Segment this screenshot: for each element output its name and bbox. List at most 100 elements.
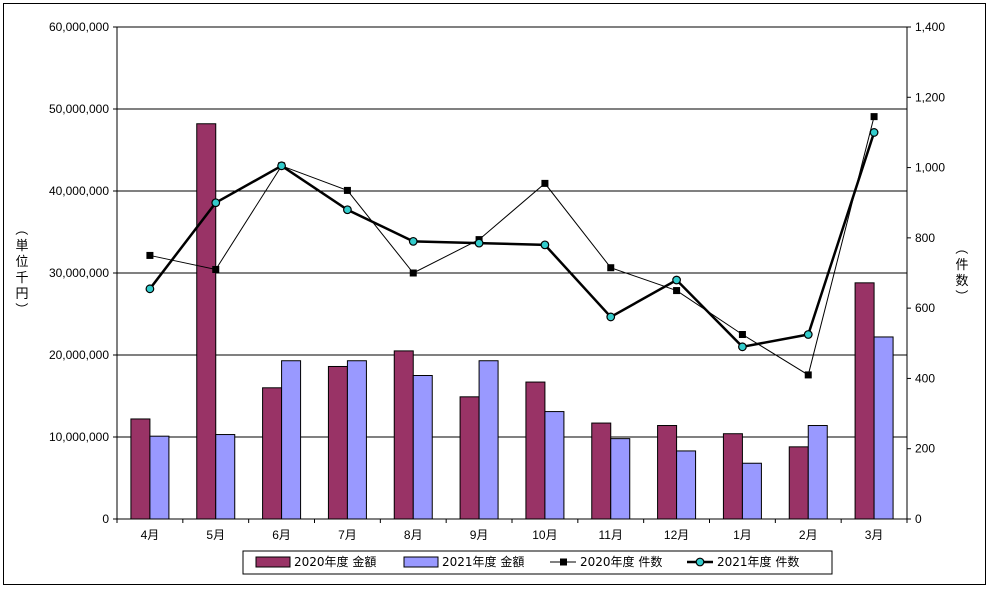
- marker-2021-count: [672, 275, 681, 285]
- left-axis-ticks: 0 10,000,000 20,000,000 30,000,000 40,000,00…: [49, 20, 117, 526]
- right-axis-title-char: 数: [955, 274, 968, 289]
- marker-2020-count: [738, 331, 746, 338]
- right-axis-title-char: ）: [953, 289, 968, 302]
- bar-2020-amount: [196, 123, 217, 520]
- bar-2020-amount: [591, 422, 612, 520]
- marker-2020-count: [870, 113, 878, 121]
- marker-2020-count: [343, 186, 351, 194]
- bar-2021-amount: [676, 450, 697, 520]
- marker-2021-count: [145, 284, 155, 294]
- bar-2021-amount: [149, 435, 170, 520]
- left-tick-label: 30,000,000: [49, 266, 109, 280]
- right-tick-label: 1,200: [915, 90, 945, 104]
- right-tick-label: 400: [915, 371, 935, 385]
- legend: 2020年度 金額 2021年度 金額 2020年度 件数 2021年度 件数: [242, 550, 833, 575]
- marker-2021-count: [408, 236, 418, 246]
- x-tick-label: 2月: [799, 528, 818, 542]
- bar-2021-amount: [544, 411, 565, 520]
- left-tick-label: 60,000,000: [49, 20, 109, 34]
- bar-2021-amount: [412, 375, 433, 520]
- right-axis-title-char: （: [953, 241, 968, 254]
- x-tick-label: 4月: [141, 528, 160, 542]
- marker-2020-count: [541, 179, 549, 187]
- x-axis-ticks: 4月 5月 6月 7月 8月 9月 10月 11月 12月 1月 2月 3月: [116, 519, 908, 542]
- legend-box: [242, 550, 833, 575]
- x-tick-label: 3月: [865, 528, 884, 542]
- bar-2021-amount: [807, 425, 828, 520]
- marker-2020-count: [146, 251, 154, 259]
- legend-label: 2021年度 金額: [442, 554, 524, 569]
- bar-2021-amount: [281, 360, 302, 520]
- right-tick-label: 600: [915, 301, 935, 315]
- legend-swatch: [255, 556, 291, 568]
- chart-frame: 0 10,000,000 20,000,000 30,000,000 40,000,00…: [3, 3, 986, 585]
- line-2021-count: [148, 132, 876, 349]
- right-axis-title-char: 件: [955, 258, 968, 273]
- right-tick-label: 800: [915, 231, 935, 245]
- x-tick-label: 9月: [470, 528, 489, 542]
- left-tick-label: 20,000,000: [49, 348, 109, 362]
- x-tick-label: 8月: [404, 528, 423, 542]
- right-tick-label: 1,000: [915, 161, 945, 175]
- series-lines: [145, 113, 879, 379]
- right-tick-label: 200: [915, 442, 935, 456]
- x-tick-label: 5月: [206, 528, 225, 542]
- legend-label: 2021年度 件数: [717, 554, 799, 569]
- marker-2021-count: [474, 238, 484, 248]
- legend-label: 2020年度 金額: [294, 554, 376, 569]
- left-axis-title-char: 単: [15, 238, 28, 254]
- left-tick-label: 50,000,000: [49, 102, 109, 116]
- left-axis-title-char: （: [13, 222, 28, 235]
- marker-2021-count: [277, 161, 286, 171]
- x-tick-label: 1月: [733, 528, 752, 542]
- x-tick-label: 12月: [664, 528, 689, 542]
- x-tick-label: 11月: [599, 528, 623, 542]
- legend-swatch: [403, 556, 439, 568]
- bar-2021-amount: [873, 336, 894, 520]
- x-tick-label: 10月: [532, 528, 557, 542]
- x-tick-label: 6月: [272, 528, 291, 542]
- bar-2020-amount: [393, 350, 414, 520]
- bar-2020-amount: [722, 433, 743, 520]
- left-tick-label: 10,000,000: [49, 430, 109, 444]
- marker-2021-count: [803, 330, 813, 339]
- left-tick-label: 0: [102, 512, 109, 526]
- marker-2020-count: [212, 265, 220, 273]
- legend-marker: [695, 557, 705, 567]
- left-axis-title-char: ）: [13, 302, 28, 315]
- bar-2020-amount: [459, 396, 480, 520]
- bar-2020-amount: [788, 446, 809, 520]
- bar-2020-amount: [854, 282, 875, 520]
- bar-2021-amount: [478, 360, 499, 520]
- marker-2021-count: [211, 198, 221, 208]
- marker-2021-count: [540, 240, 550, 250]
- bar-2020-amount: [130, 418, 151, 520]
- marker-2021-count: [738, 342, 747, 352]
- right-axis-title: （ 件数）: [953, 241, 969, 302]
- chart-svg: 0 10,000,000 20,000,000 30,000,000 40,000,00…: [13, 20, 969, 575]
- left-axis-title-char: 位: [15, 255, 28, 270]
- legend-marker: [560, 558, 567, 566]
- legend-label: 2020年度 件数: [580, 554, 662, 569]
- bar-2020-amount: [657, 425, 678, 520]
- bar-2020-amount: [327, 365, 348, 520]
- left-tick-label: 40,000,000: [49, 184, 109, 198]
- marker-2021-count: [343, 205, 352, 215]
- bar-2021-amount: [215, 434, 236, 520]
- bar-2020-amount: [262, 387, 283, 520]
- bar-2021-amount: [346, 360, 367, 520]
- right-tick-label: 0: [915, 512, 922, 526]
- line-2020-count: [149, 116, 875, 376]
- marker-2020-count: [409, 269, 417, 277]
- marker-2020-count: [607, 264, 615, 272]
- left-axis-title-char: 円: [15, 287, 28, 302]
- x-tick-label: 7月: [338, 528, 357, 542]
- marker-2020-count: [804, 371, 812, 379]
- left-axis-title-char: 千: [15, 271, 28, 286]
- marker-2021-count: [869, 128, 879, 137]
- marker-2020-count: [673, 287, 681, 295]
- right-axis-ticks: 0 200 400 600 800 1,000 1,200 1,400: [907, 20, 945, 526]
- bar-2020-amount: [525, 381, 546, 520]
- right-tick-label: 1,400: [915, 20, 945, 34]
